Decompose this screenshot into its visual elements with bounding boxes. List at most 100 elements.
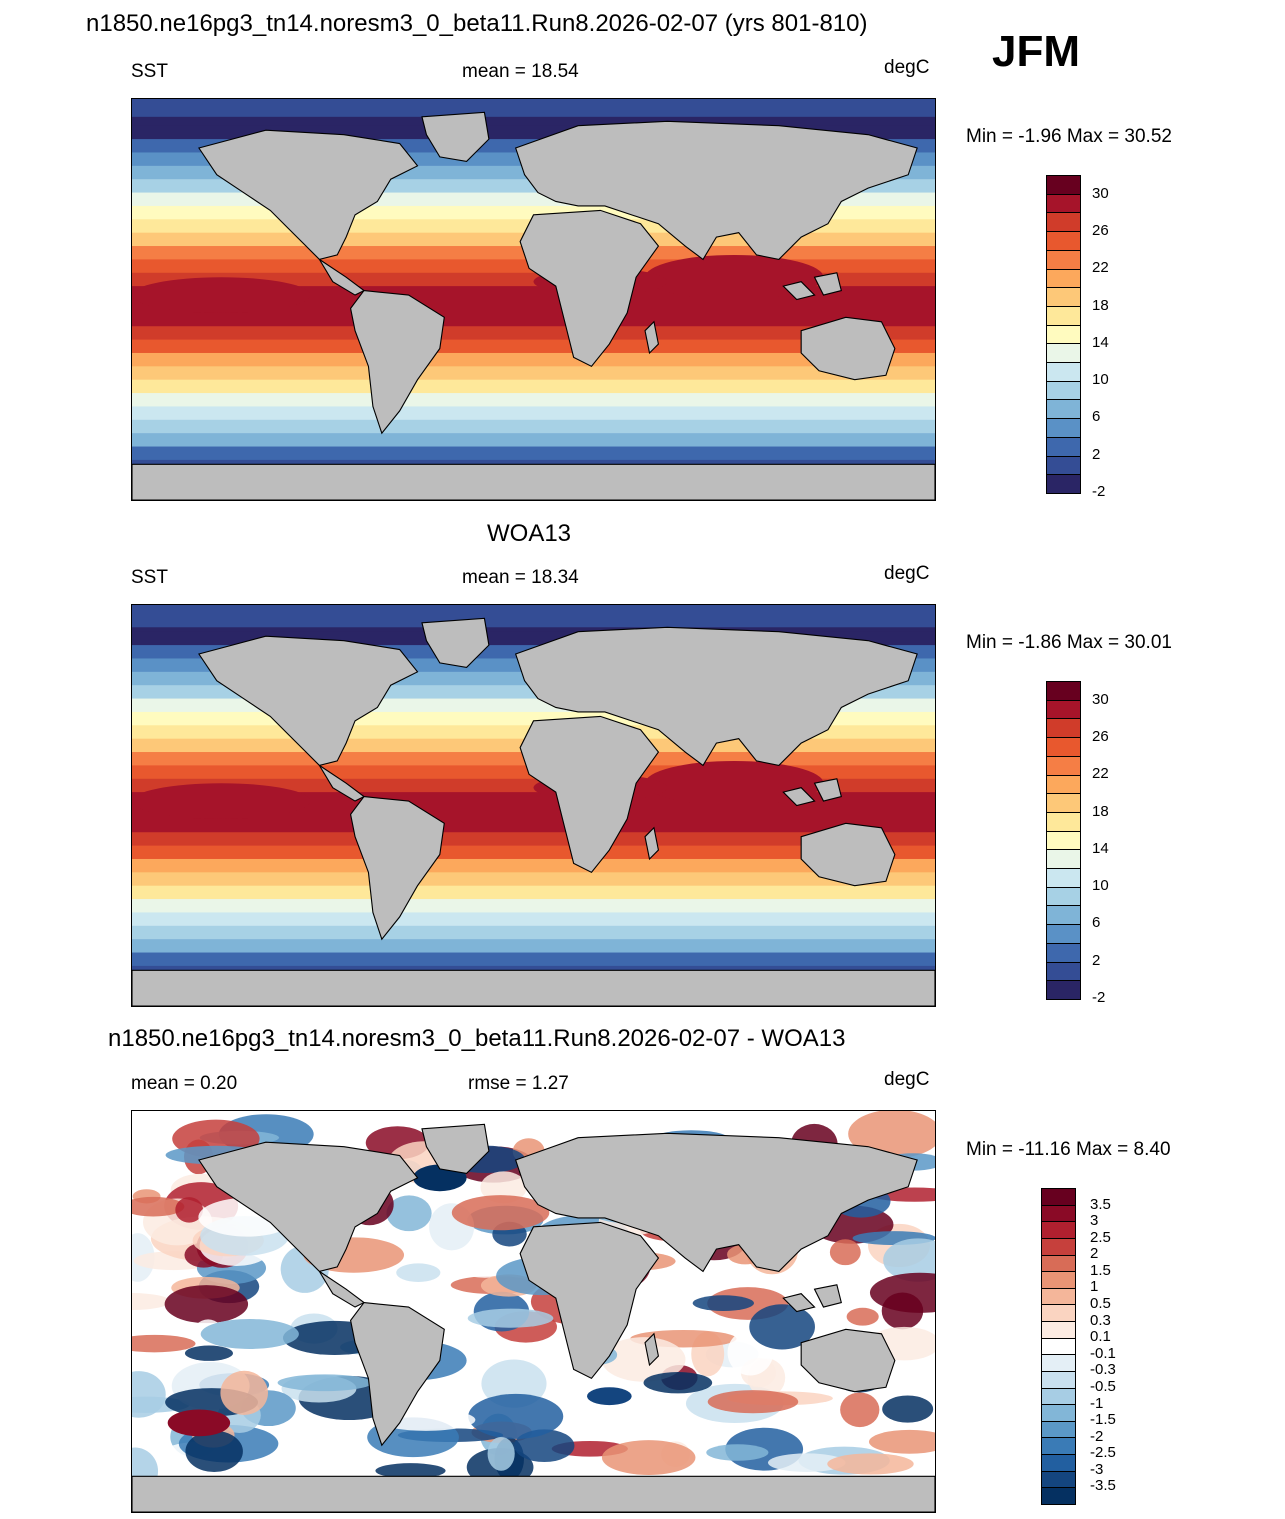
colorbar-swatch [1042,1388,1075,1406]
panel2-map-field [132,605,935,1006]
land-mass [519,1221,660,1380]
colorbar-swatch [1047,456,1080,476]
colorbar-swatch [1042,1371,1075,1389]
anomaly-patch [749,1304,815,1350]
land-mass [198,129,419,261]
colorbar-swatch [1047,981,1080,999]
anomaly-patch [601,1440,696,1475]
colorbar-tick-label: 0.5 [1090,1295,1111,1313]
colorbar-tick-label: 3 [1090,1212,1099,1230]
sst-band [132,952,935,968]
land-mass [421,111,490,162]
colorbar-tick-label: 2.5 [1090,1228,1111,1246]
panel3-title: n1850.ne16pg3_tn14.noresm3_0_beta11.Run8… [108,1025,846,1052]
land-mass [421,1123,490,1174]
land-mass [132,1475,935,1512]
colorbar-tick-label: 1.5 [1090,1261,1111,1279]
land-mass [132,463,935,500]
anomaly-patch [277,1374,372,1392]
colorbar-swatch [1047,906,1080,926]
land-mass [813,1284,842,1308]
colorbar-tick-label: -3.5 [1090,1477,1116,1495]
land-mass [782,281,816,301]
colorbar-swatch [1042,1471,1075,1489]
colorbar-swatch [1047,250,1080,270]
land-mass [318,1270,366,1308]
sst-band [132,352,935,368]
colorbar-swatch [1042,1305,1075,1322]
colorbar-swatch [1042,1455,1075,1472]
panel1-variable: SST [131,61,168,82]
colorbar-tick-label: -1 [1090,1394,1104,1412]
colorbar-swatch [1047,475,1080,493]
colorbar-tick-label: 2 [1090,1245,1099,1263]
panel2-mean: mean = 18.34 [462,567,579,588]
land-mass [198,635,419,767]
colorbar-tick-label: -3 [1090,1460,1104,1478]
strong-anomaly [167,1409,231,1437]
panel3-map-field [132,1111,935,1512]
panel1-map-field [132,99,935,500]
colorbar-swatch [1042,1488,1075,1504]
land-mass [800,1328,896,1393]
colorbar-tick-label: 30 [1092,184,1109,202]
land-mass [349,796,445,941]
colorbar-tick-label: 2 [1092,445,1101,463]
colorbar-swatch [1047,700,1080,720]
anomaly-patch [827,1453,914,1475]
land-mass [644,826,660,861]
colorbar-tick-label: -0.3 [1090,1361,1116,1379]
anomaly-patch [467,1308,554,1328]
anomaly-patch [184,1345,233,1361]
colorbar-swatch [1047,194,1080,214]
colorbar-tick-label: 22 [1092,259,1109,277]
polar-band [132,99,935,117]
anomaly-patch [468,1393,564,1439]
warm-pool [132,783,311,819]
colorbar-swatch [1047,381,1080,401]
land-mass [349,1302,445,1447]
colorbar-swatch [1042,1238,1075,1256]
colorbar-tick-label: 2 [1092,951,1101,969]
colorbar-tick-label: 1 [1090,1278,1099,1296]
anomaly-patch [375,1463,446,1479]
land-mass [514,1132,918,1273]
land-mass [800,316,896,381]
anomaly-patch [882,1395,934,1423]
anomaly-patch [868,1429,935,1454]
sst-band [132,433,935,448]
colorbar-tick-label: -0.5 [1090,1377,1116,1395]
anomaly-patch [706,1444,769,1461]
sst-band [132,419,935,435]
sst-band [132,446,935,462]
anomaly-patch [643,1372,713,1394]
sst-band [132,299,935,314]
colorbar-swatch [1047,176,1080,195]
colorbar-tick-label: 0.1 [1090,1328,1111,1346]
sst-band [132,939,935,954]
anomaly-patch [132,1334,196,1353]
colorbar-tick-label: -1.5 [1090,1411,1116,1429]
colorbar-tick-label: 10 [1092,877,1109,895]
land-mass [514,120,918,261]
season-label: JFM [992,27,1080,76]
anomaly-patch [386,1195,432,1232]
anomaly-patch [132,1196,185,1217]
land-mass [198,1141,419,1273]
anomaly-patch [200,1319,299,1349]
anomaly-patch [883,1238,935,1282]
colorbar-swatch [1042,1288,1075,1306]
colorbar-tick-label: 18 [1092,802,1109,820]
colorbar-swatch [1042,1272,1075,1289]
panel3-map [131,1110,936,1513]
land-mass [519,715,660,874]
panel1-map [131,98,936,501]
colorbar-swatch [1042,1222,1075,1239]
colorbar-swatch [1047,925,1080,944]
colorbar-swatch [1047,962,1080,982]
colorbar-tick-label: 30 [1092,690,1109,708]
land-mass [349,290,445,435]
anomaly-patch [480,1171,527,1204]
land-mass [644,1332,660,1367]
colorbar-swatch [1047,738,1080,757]
